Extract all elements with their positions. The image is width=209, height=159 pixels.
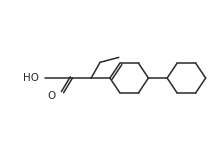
Text: O: O: [47, 91, 56, 101]
Text: HO: HO: [23, 73, 39, 83]
